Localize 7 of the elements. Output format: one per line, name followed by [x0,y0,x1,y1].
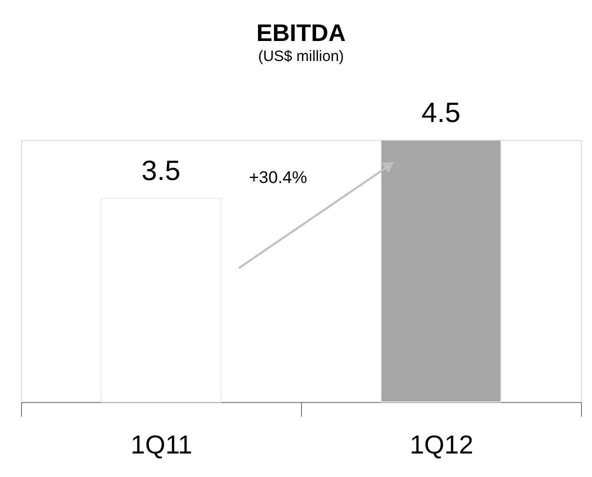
x-tick-label: 1Q11 [130,430,192,460]
chart-subtitle: (US$ million) [258,48,344,65]
x-tick-label: 1Q12 [410,430,474,460]
chart-title: EBITDA [256,20,346,47]
annotation: +30.4% [249,168,308,187]
data-label: 4.5 [422,97,460,128]
data-label: 3.5 [142,155,180,186]
